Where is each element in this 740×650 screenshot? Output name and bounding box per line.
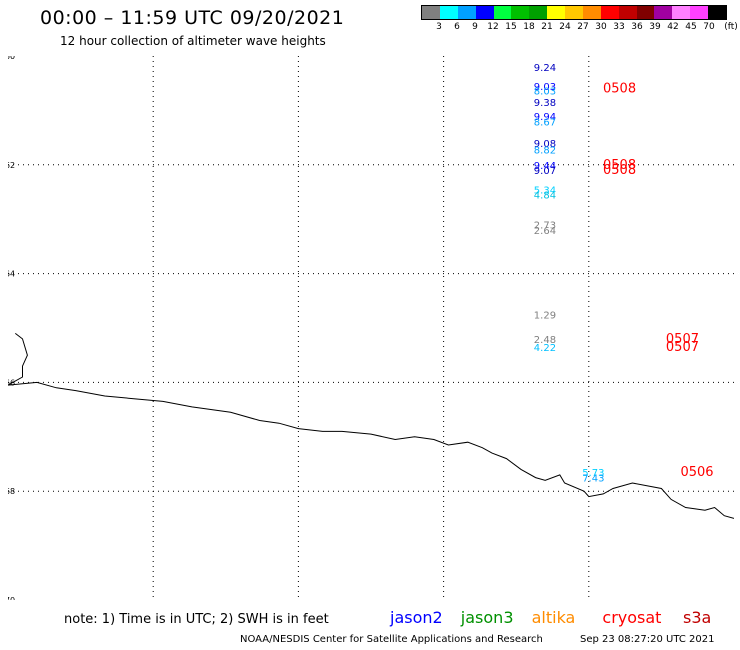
satellite-jason2: jason2 [390, 608, 443, 627]
satellite-s3a: s3a [683, 608, 712, 627]
legend-label: 33 [613, 22, 625, 32]
legend-labels: 3 6 9 12 15 18 21 24 27 30 33 36 39 42 45 70 (ft) [421, 22, 740, 34]
legend-label: 12 [487, 22, 499, 32]
legend-label: 3 [436, 22, 442, 32]
legend-label: 30 [595, 22, 607, 32]
legend-label: 6 [454, 22, 460, 32]
legend-swatch [582, 6, 601, 19]
latitude-tick-label: -62 [8, 161, 15, 170]
legend-label: 36 [631, 22, 643, 32]
pass-time-label: 0507 [666, 332, 699, 347]
wave-height-observation: 8.03 [534, 86, 556, 97]
latitude-tick-label: -70 [8, 596, 15, 600]
wave-height-observation: 5.34 [534, 185, 556, 196]
legend-label: 39 [649, 22, 661, 32]
altimeter-map: -60-62-64-66-68-701351381411441471509.24… [8, 56, 734, 600]
coastline [8, 333, 734, 519]
latitude-tick-label: -64 [8, 270, 15, 279]
legend-swatch [618, 6, 637, 19]
pass-time-label: 0507 [666, 340, 699, 355]
wave-height-observation: 9.07 [534, 166, 556, 177]
latitude-tick-label: -68 [8, 487, 15, 496]
map-title: 00:00 – 11:59 UTC 09/20/2021 [40, 7, 345, 29]
legend-swatch [457, 6, 476, 19]
legend-label: 27 [577, 22, 589, 32]
satellite-altika: altika [531, 608, 576, 627]
satellite-jason3: jason3 [460, 608, 514, 627]
wave-height-observation: 9.08 [534, 139, 556, 150]
wave-height-observation: 2.64 [534, 226, 556, 237]
legend-swatch [547, 6, 565, 19]
wave-height-observation: 7.43 [582, 474, 604, 485]
legend-swatch [529, 6, 548, 19]
legend-swatch [493, 6, 512, 19]
latitude-tick-label: -60 [8, 56, 15, 61]
wave-height-color-legend [421, 5, 727, 20]
wave-height-observation: 5.73 [582, 468, 604, 479]
legend-swatch [600, 6, 619, 19]
legend-label: 21 [541, 22, 553, 32]
legend-label: 45 [685, 22, 697, 32]
satellite-cryosat: cryosat [602, 608, 662, 627]
wave-height-observation: 8.82 [534, 146, 556, 157]
legend-swatch [422, 6, 440, 19]
legend-unit: (ft) [724, 22, 738, 32]
wave-height-observation: 9.94 [534, 112, 556, 123]
wave-height-observation: 4.84 [534, 191, 556, 202]
pass-time-label: 0508 [603, 163, 636, 178]
wave-height-observation: 9.24 [534, 63, 556, 74]
legend-swatch [672, 6, 691, 19]
wave-height-observation: 9.03 [534, 82, 556, 93]
credit-line: NOAA/NESDIS Center for Satellite Applica… [240, 634, 543, 645]
wave-height-observation: 9.38 [534, 98, 556, 109]
map-subtitle: 12 hour collection of altimeter wave hei… [60, 34, 326, 48]
legend-swatch [565, 6, 583, 19]
generation-timestamp: Sep 23 08:27:20 UTC 2021 [580, 634, 715, 645]
footer-note: note: 1) Time is in UTC; 2) SWH is in fe… [64, 612, 329, 627]
wave-height-observation: 2.73 [534, 221, 556, 232]
legend-label: 9 [472, 22, 478, 32]
pass-time-label: 0508 [603, 82, 636, 97]
pass-time-label: 0508 [603, 158, 636, 173]
legend-swatch [439, 6, 458, 19]
legend-label: 42 [667, 22, 679, 32]
wave-height-observation: 1.29 [534, 310, 556, 321]
pass-time-label: 0506 [680, 465, 713, 480]
wave-height-observation: 8.67 [534, 117, 556, 128]
legend-swatch [475, 6, 494, 19]
legend-swatch [654, 6, 673, 19]
legend-swatch [511, 6, 530, 19]
legend-swatch [708, 6, 726, 19]
legend-label: 18 [523, 22, 535, 32]
legend-label: 15 [505, 22, 517, 32]
wave-height-observation: 9.44 [534, 161, 556, 172]
wave-height-observation: 4.22 [534, 343, 556, 354]
legend-swatch [690, 6, 708, 19]
wave-height-observation: 2.48 [534, 335, 556, 346]
legend-label: 70 [703, 22, 715, 32]
legend-swatch [636, 6, 655, 19]
legend-label: 24 [559, 22, 571, 32]
